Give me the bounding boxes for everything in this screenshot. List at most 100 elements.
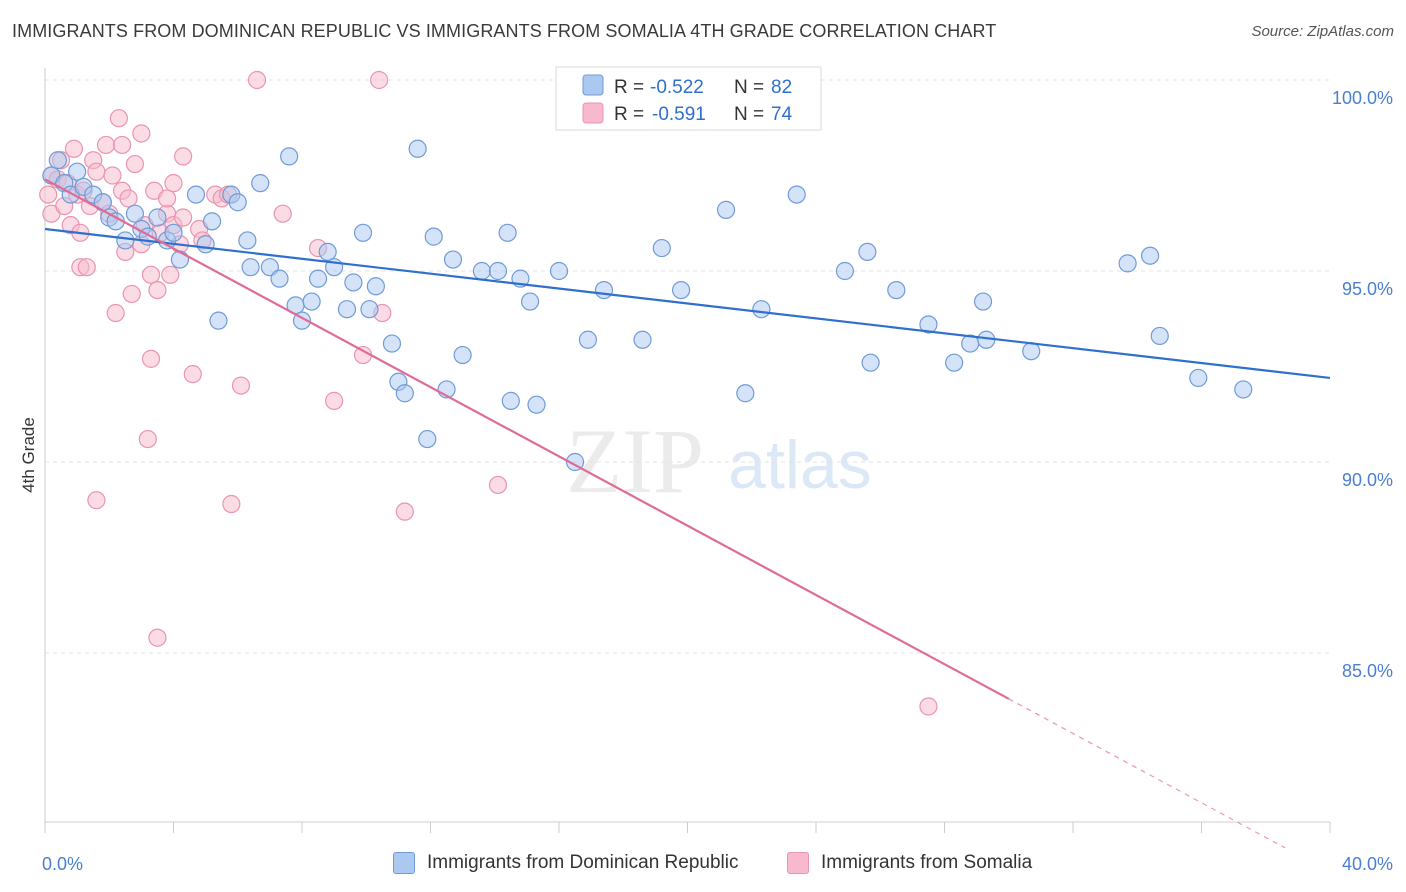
dominican-point xyxy=(318,242,337,261)
somalia-point xyxy=(103,166,122,185)
chart-title: IMMIGRANTS FROM DOMINICAN REPUBLIC VS IM… xyxy=(12,21,997,41)
dominican-point xyxy=(861,353,880,372)
gridlines xyxy=(45,79,1330,654)
dominican-point xyxy=(716,200,736,219)
dominican-point xyxy=(418,429,437,449)
y-axis-label: 4th Grade xyxy=(19,417,38,493)
dominican-point xyxy=(366,277,385,296)
dominican-point xyxy=(453,345,472,365)
legend-item-dominican: Immigrants from Dominican Republic xyxy=(393,852,739,874)
trend-line-dominican xyxy=(44,227,1331,380)
stats-legend: R = -0.522 N = 82 R = -0.591 N = 74 xyxy=(555,66,822,131)
watermark-zip: ZIP xyxy=(566,410,704,512)
dominican-point xyxy=(170,250,190,269)
somalia-point xyxy=(87,491,106,510)
somalia-point xyxy=(138,429,157,449)
somalia-point xyxy=(148,281,167,300)
dominican-point xyxy=(736,384,755,403)
dominican-point xyxy=(633,330,652,349)
dominican-point xyxy=(858,242,877,261)
somalia-point xyxy=(164,174,183,193)
dominican-point xyxy=(472,261,491,281)
legend-r-value-pink: -0.591 xyxy=(652,104,706,125)
dominican-point xyxy=(1150,326,1169,346)
y-tick-label: 95.0% xyxy=(1342,279,1393,299)
somalia-point xyxy=(183,365,202,384)
dominican-point xyxy=(919,315,938,334)
axes: 85.0% 90.0% 95.0% 100.0% 0.0% 40.0% xyxy=(42,68,1393,874)
x-tick-label: 0.0% xyxy=(42,854,83,874)
dominican-point xyxy=(594,281,614,300)
trend-lines xyxy=(44,178,1331,849)
dominican-point xyxy=(671,281,691,300)
legend-label-dominican: Immigrants from Dominican Republic xyxy=(427,852,739,873)
dominican-point xyxy=(408,139,427,158)
dominican-point xyxy=(228,193,247,212)
legend-swatch-pink xyxy=(582,102,604,124)
dominican-point xyxy=(360,300,379,319)
y-tick-label: 90.0% xyxy=(1342,470,1393,490)
somalia-point xyxy=(77,258,96,277)
y-tick-label: 100.0% xyxy=(1332,88,1393,108)
somalia-point xyxy=(106,303,125,323)
somalia-point xyxy=(132,124,151,143)
somalia-point xyxy=(125,154,145,174)
legend-r-label-pink: R = xyxy=(614,104,644,125)
dominican-point xyxy=(835,261,855,281)
watermark-atlas: atlas xyxy=(728,427,872,503)
dominican-point xyxy=(241,258,260,277)
somalia-point xyxy=(109,109,128,128)
somalia-point xyxy=(174,208,193,227)
legend-n-value-pink: 74 xyxy=(771,104,793,125)
legend-swatch-blue xyxy=(582,74,604,96)
somalia-point xyxy=(395,502,414,521)
legend-r-value-blue: -0.522 xyxy=(650,77,704,98)
trend-line-somalia xyxy=(44,178,1010,700)
legend-n-label-blue: N = xyxy=(734,77,764,98)
dominican-point xyxy=(488,261,508,281)
source-credit: Source: ZipAtlas.com xyxy=(1251,23,1394,40)
dominican-point xyxy=(1022,342,1041,361)
dominican-point xyxy=(337,300,357,319)
somalia-points xyxy=(39,70,938,716)
somalia-point xyxy=(273,204,292,223)
dominican-point xyxy=(1140,246,1160,265)
somalia-point xyxy=(488,475,508,495)
somalia-point xyxy=(141,265,161,284)
dominican-point xyxy=(501,391,520,410)
somalia-point xyxy=(247,70,267,90)
dominican-point xyxy=(549,261,569,281)
legend-n-label-pink: N = xyxy=(734,104,764,125)
somalia-point xyxy=(161,265,180,284)
dominican-point xyxy=(498,223,517,242)
somalia-point xyxy=(325,391,344,410)
legend-item-somalia: Immigrants from Somalia xyxy=(787,852,1032,874)
legend-r-label-blue: R = xyxy=(614,77,644,98)
somalia-point xyxy=(119,189,138,208)
dominican-point xyxy=(945,353,964,372)
dominican-points xyxy=(42,139,1253,472)
dominican-point xyxy=(973,292,993,311)
dominican-point xyxy=(238,231,257,250)
somalia-point xyxy=(148,628,167,647)
legend-swatch-dominican xyxy=(393,852,415,874)
dominican-point xyxy=(1189,368,1208,388)
legend-swatch-somalia xyxy=(787,852,809,874)
dominican-point xyxy=(344,273,363,292)
legend-n-value-blue: 82 xyxy=(771,77,792,98)
series-legend: Immigrants from Dominican Republic Immig… xyxy=(0,852,1406,878)
somalia-point xyxy=(141,349,161,368)
dominican-point xyxy=(280,147,299,166)
dominican-point xyxy=(302,292,321,311)
dominican-point xyxy=(887,281,906,300)
y-tick-label: 85.0% xyxy=(1342,661,1393,681)
dominican-point xyxy=(48,151,67,170)
dominican-point xyxy=(270,269,289,288)
legend-label-somalia: Immigrants from Somalia xyxy=(821,852,1033,873)
x-tick-label: 40.0% xyxy=(1342,854,1393,874)
dominican-point xyxy=(353,223,373,242)
dominican-point xyxy=(520,292,540,311)
dominican-point xyxy=(196,235,215,254)
somalia-point xyxy=(87,162,106,181)
dominican-point xyxy=(443,250,463,269)
